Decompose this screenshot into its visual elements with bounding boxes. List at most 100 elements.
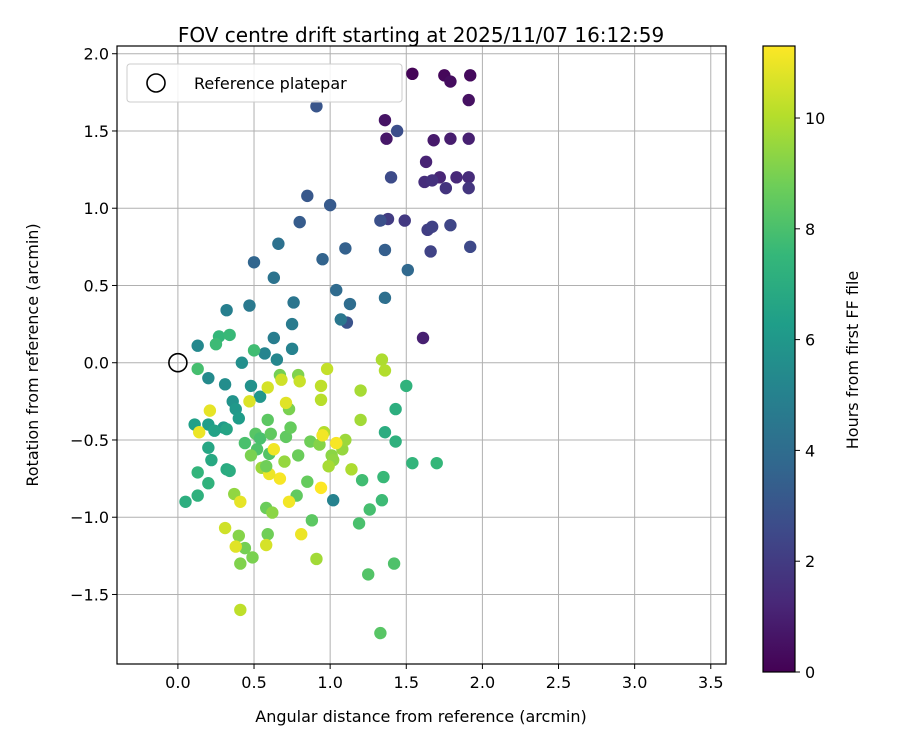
data-point (279, 396, 293, 410)
data-point (425, 174, 439, 187)
data-point (191, 362, 204, 376)
data-point (261, 528, 274, 541)
data-point (305, 514, 319, 527)
data-point (374, 214, 387, 227)
x-tick-label: 1.5 (394, 673, 419, 692)
x-axis-label: Angular distance from reference (arcmin) (255, 707, 586, 726)
data-point (301, 189, 314, 203)
data-point (229, 540, 242, 553)
data-point (272, 237, 285, 250)
colorbar-tick-label: 0 (805, 663, 815, 682)
data-point (345, 463, 358, 476)
data-point (285, 317, 299, 331)
data-point (287, 296, 300, 309)
data-point (270, 353, 284, 366)
colorbar-tick-label: 10 (805, 109, 825, 128)
data-point (444, 75, 457, 88)
x-tick-label: 0.0 (165, 673, 190, 692)
data-point (275, 373, 288, 386)
reference-marker (168, 352, 188, 373)
data-point (243, 299, 256, 312)
legend-marker-icon (146, 73, 166, 93)
data-point (355, 473, 369, 487)
data-point (343, 297, 357, 311)
data-point (439, 181, 453, 195)
colorbar-tick-label: 8 (805, 220, 815, 239)
data-point (243, 395, 256, 408)
data-point (261, 413, 274, 427)
data-point (400, 379, 413, 393)
data-point (278, 455, 291, 468)
data-point (354, 384, 367, 397)
data-point (462, 171, 475, 184)
data-point (390, 124, 404, 138)
data-point (323, 198, 337, 212)
data-point (247, 256, 261, 269)
x-tick-label: 1.0 (317, 673, 342, 692)
data-point (301, 475, 314, 488)
data-point (316, 253, 329, 266)
data-point (320, 362, 334, 376)
data-point (462, 132, 475, 145)
colorbar-tick-label: 6 (805, 331, 815, 350)
data-point (427, 134, 440, 147)
data-point (378, 113, 392, 127)
data-point (246, 551, 259, 564)
data-point (375, 353, 389, 366)
legend-label: Reference platepar (194, 74, 347, 93)
data-point (284, 421, 297, 434)
data-point (291, 449, 305, 462)
data-point (218, 521, 232, 535)
data-point (253, 432, 267, 445)
data-point (462, 93, 475, 107)
colorbar-tick-label: 4 (805, 441, 815, 460)
data-point (374, 626, 387, 640)
chart-title: FOV centre drift starting at 2025/11/07 … (178, 23, 664, 47)
data-point (279, 430, 293, 444)
data-point (425, 220, 439, 233)
data-point (193, 426, 206, 439)
data-point (316, 429, 329, 442)
data-point (209, 337, 223, 351)
data-point (378, 364, 392, 377)
data-point (258, 347, 271, 360)
data-point (295, 528, 308, 541)
data-point (285, 342, 299, 356)
data-point (326, 494, 340, 507)
data-point (450, 171, 463, 184)
x-tick-label: 3.0 (622, 673, 647, 692)
data-point (464, 240, 477, 254)
data-point (205, 453, 218, 467)
data-point (314, 379, 328, 393)
data-point (232, 529, 245, 542)
data-point (406, 67, 419, 81)
y-tick-label: 0.0 (84, 354, 109, 373)
data-point (401, 263, 414, 277)
data-point (253, 390, 267, 403)
data-point (352, 517, 366, 530)
data-point (264, 427, 277, 440)
data-point (202, 477, 215, 490)
grid-lines (117, 46, 726, 664)
data-point (267, 271, 281, 284)
data-point (419, 155, 433, 169)
x-tick-label: 3.5 (698, 673, 723, 692)
data-point (244, 449, 258, 462)
data-point (380, 132, 393, 145)
data-point (378, 426, 392, 439)
data-point (377, 470, 390, 484)
data-point (202, 441, 215, 454)
data-point (339, 242, 352, 255)
data-point (238, 436, 252, 450)
data-point (314, 481, 328, 495)
colorbar (762, 45, 796, 673)
x-tick-label: 2.0 (470, 673, 495, 692)
y-tick-label: −0.5 (70, 431, 109, 450)
data-point (191, 339, 204, 352)
data-point (444, 219, 457, 232)
data-point (282, 495, 296, 508)
data-point (223, 328, 236, 342)
data-point (235, 356, 249, 369)
y-tick-label: 0.5 (84, 276, 109, 295)
data-point (234, 603, 247, 617)
